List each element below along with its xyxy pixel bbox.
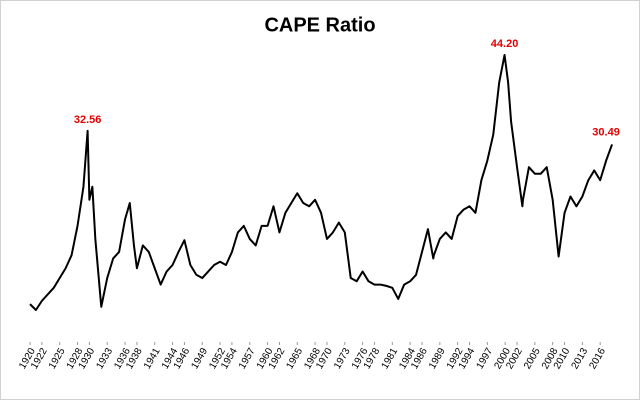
x-tick-label: 1981 bbox=[380, 346, 401, 371]
x-tick-label: 1941 bbox=[142, 346, 163, 371]
x-tick-label: 1965 bbox=[285, 346, 306, 371]
x-tick-label: 1989 bbox=[427, 346, 448, 371]
x-tick-label: 1973 bbox=[332, 346, 353, 371]
x-tick-label: 2005 bbox=[522, 346, 543, 371]
x-tick-label: 1957 bbox=[237, 346, 258, 371]
value-label: 44.20 bbox=[491, 38, 519, 50]
x-tick-label: 1933 bbox=[94, 346, 115, 371]
value-label: 32.56 bbox=[74, 114, 102, 126]
x-tick-label: 2013 bbox=[570, 346, 591, 371]
value-label: 30.49 bbox=[592, 126, 620, 138]
x-tick-label: 1949 bbox=[189, 346, 210, 371]
x-tick-label: 1997 bbox=[475, 346, 496, 371]
chart-title: CAPE Ratio bbox=[264, 14, 375, 36]
line bbox=[29, 54, 613, 311]
x-tick-label: 1925 bbox=[47, 346, 68, 371]
x-tick-label: 2016 bbox=[587, 346, 608, 371]
